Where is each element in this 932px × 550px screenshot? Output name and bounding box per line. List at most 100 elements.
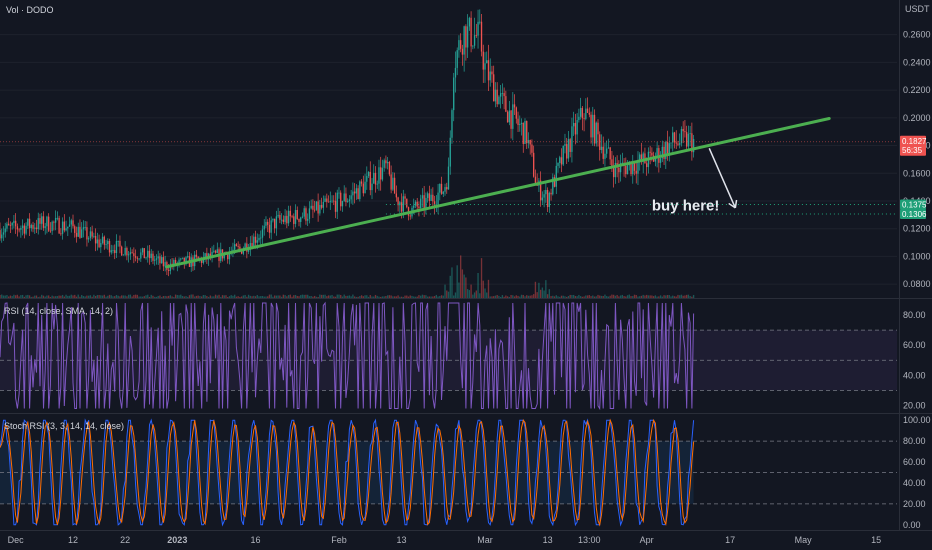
candle-body [578, 116, 580, 121]
volume-bar [635, 295, 637, 298]
candle-body [308, 208, 311, 219]
volume-bar [133, 294, 135, 298]
volume-bar [593, 296, 596, 298]
volume-bar [447, 291, 450, 298]
candle-body [56, 217, 59, 219]
volume-bar [171, 296, 173, 298]
candle-body [557, 162, 559, 166]
volume-bar [433, 296, 436, 298]
volume-bar [459, 255, 462, 298]
candle-body [399, 202, 401, 206]
volume-bar [194, 296, 196, 298]
volume-bar [652, 296, 655, 298]
volume-bar [386, 295, 389, 298]
volume-bar [552, 295, 554, 298]
volume-bar [166, 296, 168, 298]
volume-bar [449, 275, 451, 298]
stoch-rsi-pane[interactable]: Stoch RSI (3, 3, 14, 14, close) 100.00 80… [0, 415, 931, 530]
candle-body [600, 146, 603, 151]
candle-body [390, 174, 392, 190]
candle-body [333, 200, 335, 202]
candle-body [543, 194, 545, 198]
time-tick-label: Feb [331, 535, 347, 545]
volume-bar [103, 294, 105, 298]
candle-body [675, 142, 677, 144]
volume-bar [425, 295, 427, 298]
candle-body [539, 180, 542, 201]
volume-bar [134, 294, 137, 298]
candle-body [364, 181, 366, 194]
volume-bar [663, 295, 665, 298]
candle-body [472, 45, 474, 47]
candle-body [280, 219, 283, 221]
volume-bar [350, 296, 352, 298]
volume-bar [70, 294, 72, 298]
rsi-axis[interactable]: 80.00 60.00 40.00 20.00 [903, 310, 926, 410]
price-tick-label: 0.2600 [903, 30, 931, 40]
volume-bar [588, 295, 590, 298]
candle-body [341, 201, 344, 207]
candle-body [541, 197, 544, 201]
volume-bar [42, 295, 45, 298]
volume-bar [654, 295, 657, 298]
volume-bar [307, 294, 309, 298]
volume-bar [72, 295, 74, 298]
volume-bar [298, 296, 300, 298]
volume-bar [501, 295, 504, 298]
volume-bar [649, 295, 651, 298]
candle-body [456, 50, 458, 68]
candle-body [183, 257, 185, 265]
volume-bar [265, 296, 267, 298]
volume-bar [60, 295, 62, 298]
volume-bar [628, 294, 630, 298]
volume-bar [400, 296, 403, 298]
volume-bar [234, 294, 236, 298]
volume-bar [187, 296, 189, 298]
candle-body [32, 224, 34, 229]
volume-bar [621, 294, 624, 298]
candle-body [77, 226, 79, 237]
candle-body [437, 192, 439, 205]
candle-body [119, 240, 121, 247]
candle-body [625, 165, 627, 175]
candle-body [42, 216, 45, 228]
candle-body [649, 151, 651, 153]
volume-bar [480, 258, 483, 298]
candle-body [606, 148, 608, 154]
price-tick-label: 0.1000 [903, 251, 931, 261]
volume-bar [91, 296, 93, 298]
candle-body [84, 227, 86, 228]
price-axis[interactable]: 0.26000.24000.22000.20000.18000.16000.14… [900, 30, 931, 289]
candle-body [147, 250, 149, 258]
volume-bar [8, 296, 10, 298]
volume-bar [56, 296, 59, 298]
volume-bar [108, 294, 111, 298]
volume-bar [496, 294, 498, 298]
volume-bar [112, 296, 114, 298]
volume-bar [609, 295, 611, 298]
price-pane[interactable]: buy here! Vol · DODO USDT 0.2600 0.2400 0.… [0, 4, 931, 298]
volume-bar [446, 290, 448, 298]
candle-body [307, 218, 309, 221]
time-tick-label: 22 [120, 535, 130, 545]
volume-bar [232, 295, 234, 298]
candle-body [477, 21, 479, 36]
volume-bar [562, 295, 564, 298]
rsi-tick-label: 20.00 [903, 400, 926, 410]
candle-body [173, 259, 175, 266]
candle-body [237, 246, 239, 247]
time-axis[interactable]: Dec 12 22 2023 16 Feb 13 Mar 13 13:00 Apr 17 May 15 [8, 535, 882, 545]
volume-bar [13, 294, 15, 298]
volume-bar [30, 296, 32, 298]
volume-bars [0, 255, 695, 298]
candle-body [313, 209, 316, 211]
volume-bar [571, 294, 573, 298]
candle-body [300, 217, 302, 222]
volume-bar [357, 296, 359, 298]
candle-body [362, 183, 364, 194]
stoch-rsi-axis[interactable]: 100.00 80.00 60.00 40.00 20.00 0.00 [903, 415, 931, 530]
candle-body [473, 35, 476, 46]
volume-bar [423, 295, 425, 298]
rsi-pane[interactable]: RSI (14, close, SMA, 14, 2) 80.00 60.00 40… [0, 301, 926, 410]
